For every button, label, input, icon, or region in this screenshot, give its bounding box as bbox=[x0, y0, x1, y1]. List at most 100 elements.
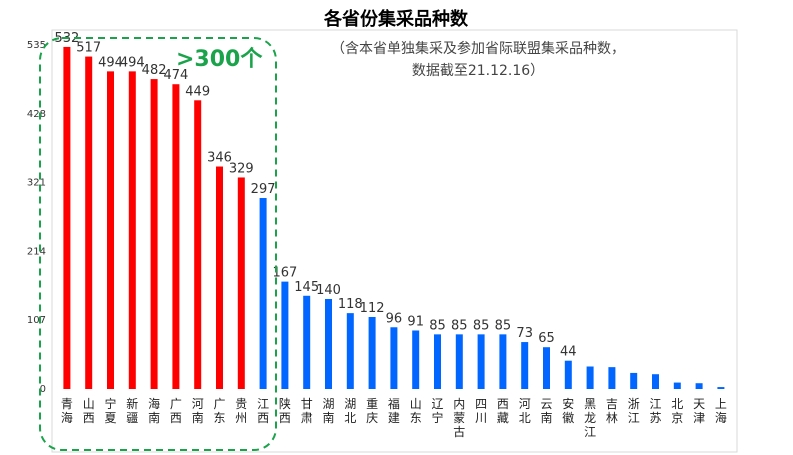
x-tick-label: 河北 bbox=[519, 397, 531, 425]
data-label: 112 bbox=[360, 301, 385, 316]
bar bbox=[434, 334, 441, 389]
data-label: 85 bbox=[495, 318, 512, 333]
bar bbox=[281, 281, 289, 389]
x-tick-label: 河南 bbox=[192, 397, 204, 425]
x-tick-label: 福建 bbox=[388, 396, 400, 425]
data-label: 482 bbox=[142, 63, 167, 78]
data-label: 85 bbox=[429, 318, 446, 333]
bar bbox=[499, 334, 507, 389]
x-tick-label: 四川 bbox=[475, 397, 487, 425]
x-tick-label: 安徽 bbox=[562, 396, 574, 425]
bar bbox=[150, 79, 158, 389]
data-label: 167 bbox=[272, 266, 297, 281]
bar bbox=[652, 374, 659, 389]
bar bbox=[172, 84, 180, 389]
y-tick-label: 428 bbox=[27, 109, 46, 120]
data-label: 140 bbox=[316, 283, 341, 298]
data-label: 329 bbox=[229, 161, 254, 176]
x-tick-label: 新疆 bbox=[126, 396, 138, 425]
annotation-line-2: 数据截至21.12.16） bbox=[412, 63, 544, 79]
bar bbox=[477, 334, 485, 389]
callout-label: >300个 bbox=[176, 47, 263, 72]
x-tick-label: 贵州 bbox=[235, 397, 247, 425]
x-tick-label: 北京 bbox=[671, 397, 683, 425]
data-label: 494 bbox=[120, 55, 145, 70]
x-tick-label: 上海 bbox=[715, 397, 727, 425]
x-tick-label: 吉林 bbox=[606, 397, 618, 425]
bar bbox=[216, 166, 223, 389]
annotation-line-1: （含本省单独集采及参加省际联盟集采品种数， bbox=[331, 40, 625, 57]
x-tick-label: 西藏 bbox=[497, 397, 509, 425]
bar bbox=[695, 383, 703, 389]
y-tick-label: 535 bbox=[27, 40, 46, 51]
data-label: 65 bbox=[538, 331, 555, 346]
bar bbox=[673, 382, 681, 389]
bar bbox=[85, 56, 93, 389]
data-label: 474 bbox=[163, 68, 188, 83]
plot-frame bbox=[51, 29, 738, 453]
x-tick-label: 宁夏 bbox=[104, 396, 116, 425]
x-tick-label: 山西 bbox=[83, 397, 95, 425]
data-label: 118 bbox=[338, 297, 363, 312]
data-label: 494 bbox=[98, 55, 123, 70]
data-label: 85 bbox=[473, 318, 490, 333]
bar bbox=[390, 327, 398, 389]
x-axis-labels: 青海山西宁夏新疆海南广西河南广东贵州江西陕西甘肃湖南湖北重庆福建山东辽宁内蒙古四… bbox=[61, 396, 727, 439]
bar bbox=[630, 372, 638, 389]
y-tick-label: 321 bbox=[27, 178, 46, 189]
x-tick-label: 海南 bbox=[148, 396, 160, 425]
bar bbox=[107, 71, 114, 390]
y-axis: 0 107 214 321 428 535 bbox=[27, 40, 46, 395]
x-tick-label: 江西 bbox=[257, 397, 269, 425]
x-tick-label: 陕西 bbox=[279, 396, 291, 425]
bar bbox=[455, 334, 463, 389]
bar bbox=[717, 387, 725, 389]
bar bbox=[63, 46, 71, 390]
x-tick-label: 湖南 bbox=[322, 396, 334, 425]
y-tick-label: 0 bbox=[40, 384, 46, 395]
x-tick-label: 湖北 bbox=[344, 396, 356, 425]
x-tick-label: 云南 bbox=[540, 397, 552, 425]
x-tick-label: 广东 bbox=[213, 397, 225, 425]
data-label: 145 bbox=[294, 280, 319, 295]
x-tick-label: 黑龙江 bbox=[584, 397, 596, 439]
x-tick-label: 山东 bbox=[410, 397, 422, 425]
data-label: 517 bbox=[76, 41, 101, 56]
x-tick-label: 天津 bbox=[693, 397, 705, 425]
bars-group bbox=[63, 46, 725, 390]
bar bbox=[608, 367, 616, 389]
x-tick-label: 青海 bbox=[61, 397, 73, 425]
x-tick-label: 广西 bbox=[170, 397, 182, 425]
x-tick-label: 江苏 bbox=[649, 397, 661, 425]
bar bbox=[521, 342, 529, 389]
data-labels-group: 5325174944944824744493463292971671451401… bbox=[54, 31, 576, 360]
data-label: 96 bbox=[386, 311, 403, 326]
bar bbox=[128, 71, 136, 390]
data-label: 346 bbox=[207, 151, 232, 166]
bar bbox=[325, 298, 332, 389]
x-tick-label: 辽宁 bbox=[431, 397, 443, 425]
highlight-box bbox=[39, 37, 277, 451]
bar bbox=[303, 295, 311, 389]
x-tick-label: 重庆 bbox=[366, 397, 378, 425]
bar bbox=[237, 177, 245, 389]
x-tick-label: 内蒙古 bbox=[453, 397, 465, 439]
bar bbox=[194, 100, 202, 390]
data-label: 297 bbox=[251, 182, 276, 197]
chart-title: 各省份集采品种数 bbox=[323, 8, 469, 30]
bar bbox=[586, 366, 594, 389]
data-label: 85 bbox=[451, 318, 468, 333]
data-label: 73 bbox=[516, 326, 533, 341]
data-label: 449 bbox=[185, 84, 210, 99]
bar bbox=[346, 313, 354, 389]
bar bbox=[564, 360, 572, 389]
data-label: 91 bbox=[407, 314, 424, 329]
bar bbox=[368, 316, 376, 389]
x-tick-label: 浙江 bbox=[628, 397, 640, 425]
y-tick-label: 214 bbox=[27, 246, 46, 257]
bar bbox=[543, 347, 550, 389]
x-tick-label: 甘肃 bbox=[301, 397, 313, 425]
bar bbox=[259, 198, 267, 389]
bar bbox=[412, 330, 420, 389]
